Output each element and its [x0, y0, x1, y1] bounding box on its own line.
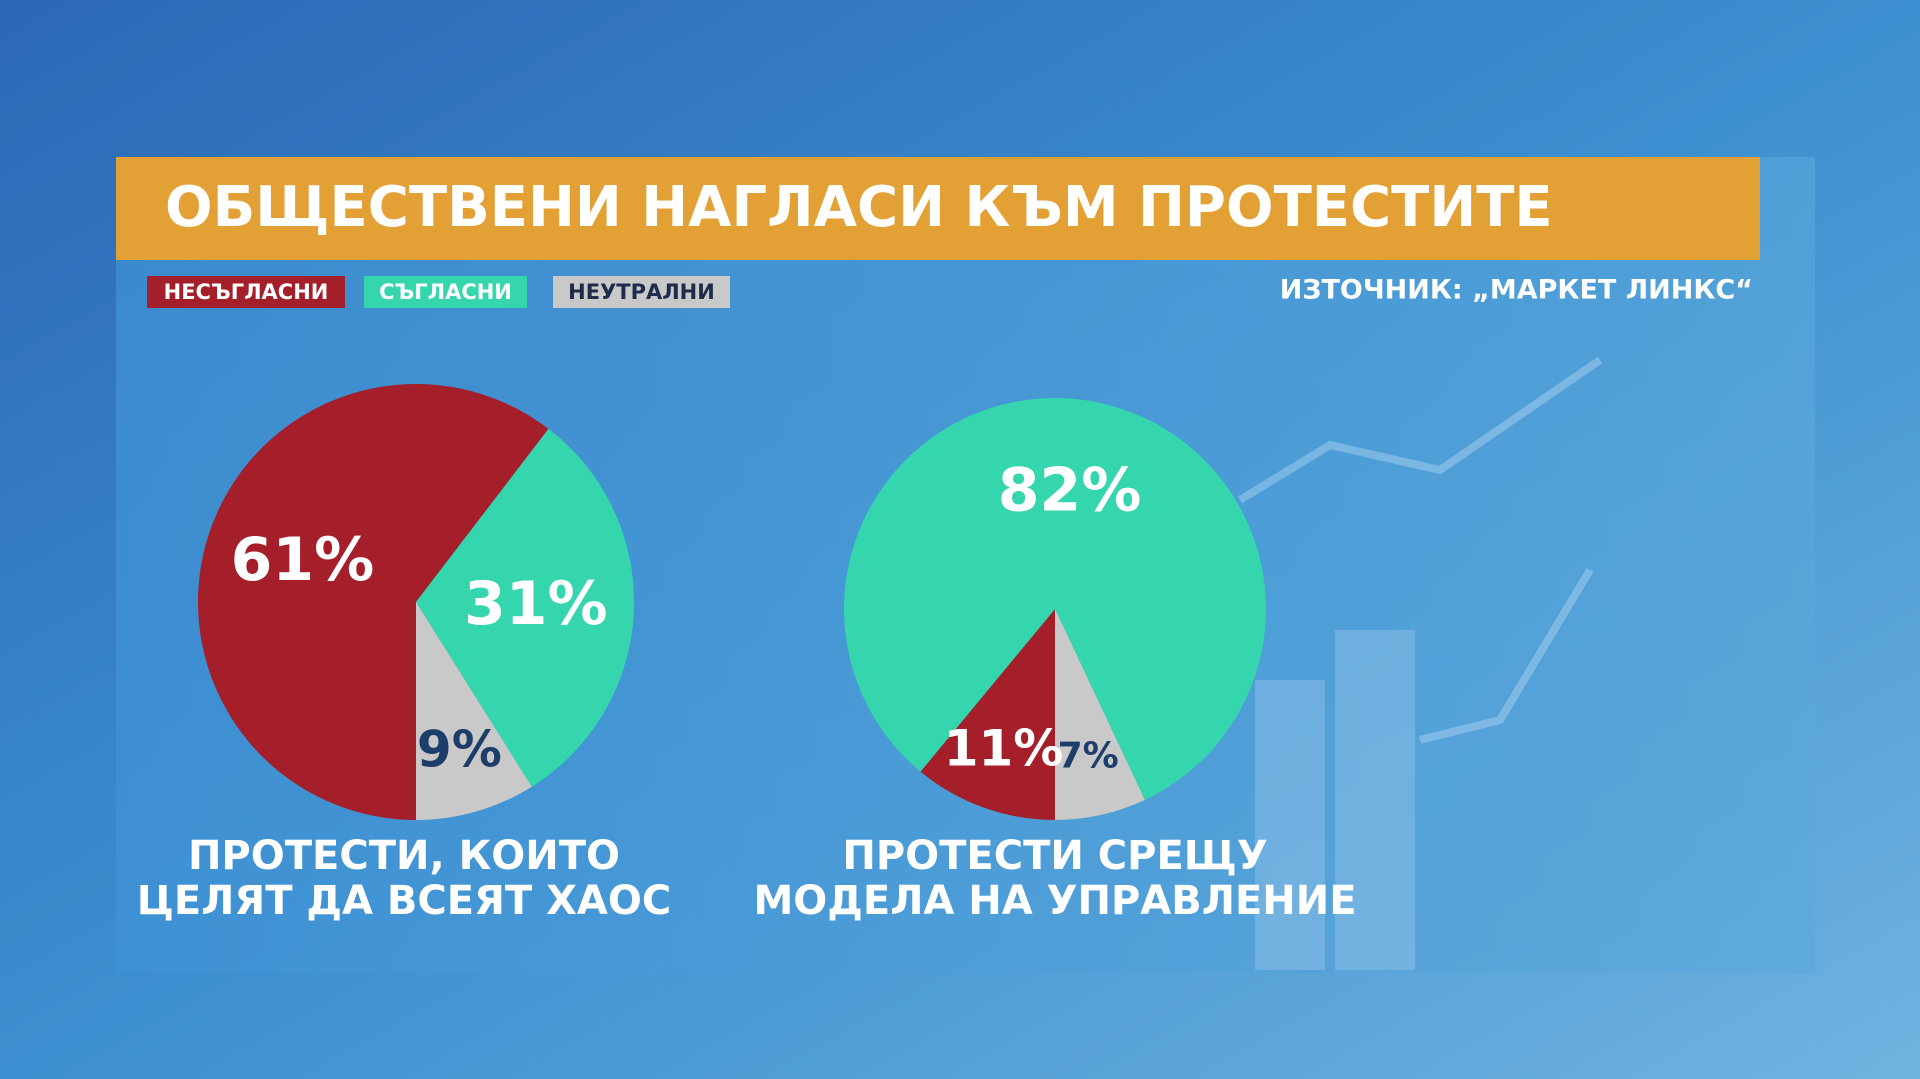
title-bar [116, 157, 1760, 260]
pie-slice [416, 602, 532, 820]
pie-slice [920, 609, 1055, 820]
data-label: 82% [998, 455, 1142, 525]
data-label: 11% [944, 719, 1064, 777]
legend-label: СЪГЛАСНИ [379, 280, 512, 304]
data-label: 9% [417, 720, 502, 778]
legend-swatch [364, 276, 527, 308]
data-label: 31% [464, 569, 608, 639]
decoration [1237, 356, 1603, 970]
pie-caption: ПРОТЕСТИ СРЕЩУ [842, 833, 1267, 879]
deco-bar [1335, 630, 1415, 970]
legend-label: НЕСЪГЛАСНИ [164, 280, 329, 304]
legend-swatch [147, 276, 345, 308]
pie-caption: ЦЕЛЯТ ДА ВСЕЯТ ХАОС [137, 878, 672, 924]
pie-slice [844, 398, 1266, 800]
pie-slice [1055, 609, 1145, 820]
legend-label: НЕУТРАЛНИ [568, 280, 715, 304]
pie-caption: МОДЕЛА НА УПРАВЛЕНИЕ [753, 878, 1356, 924]
data-label: 7% [1058, 735, 1119, 776]
pie-slice [198, 384, 549, 820]
deco-arrow [1419, 567, 1594, 744]
pie-slice [416, 428, 635, 787]
source: ИЗТОЧНИК: „МАРКЕТ ЛИНКС“ [1280, 275, 1753, 306]
deco-arrow [1237, 356, 1603, 504]
legend-swatch [553, 276, 730, 308]
chart-title: ОБЩЕСТВЕНИ НАГЛАСИ КЪМ ПРОТЕСТИТЕ [165, 175, 1553, 240]
deco-bar [1255, 680, 1325, 970]
pie-caption: ПРОТЕСТИ, КОИТО [188, 833, 620, 879]
data-label: 61% [231, 525, 375, 595]
